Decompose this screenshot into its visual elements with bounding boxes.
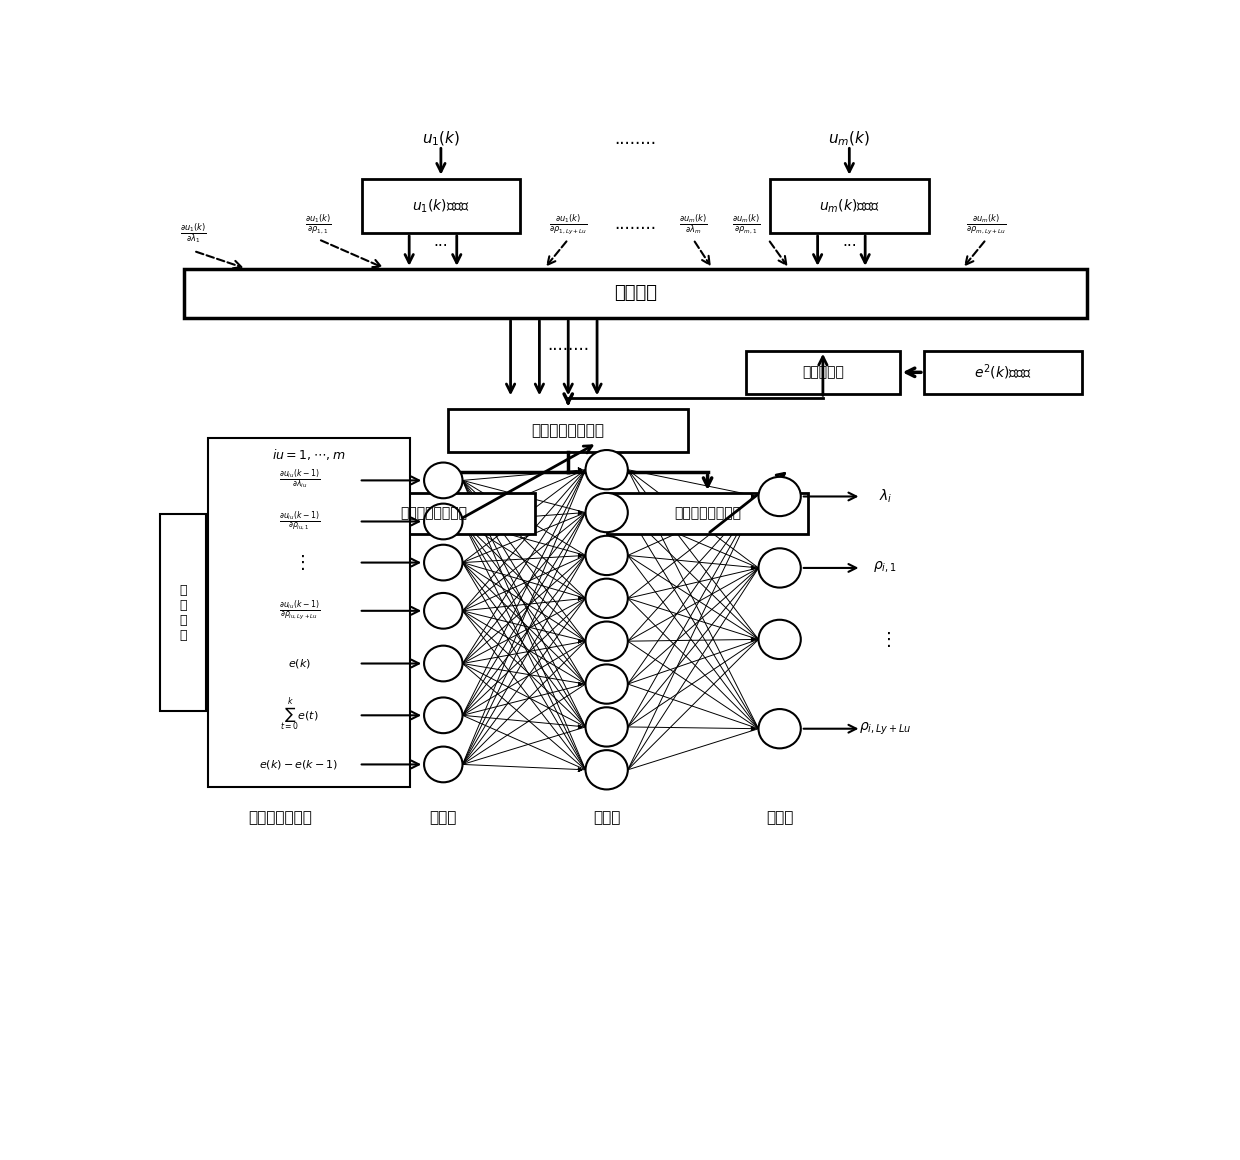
Text: $\vdots$: $\vdots$: [293, 553, 305, 572]
Text: $u_m(k)$的梯度: $u_m(k)$的梯度: [818, 197, 879, 215]
Text: 神经网络的输入: 神经网络的输入: [248, 811, 312, 826]
Bar: [770, 180, 929, 233]
Text: 梯度下降法: 梯度下降法: [802, 365, 844, 379]
Circle shape: [424, 463, 463, 499]
Circle shape: [424, 747, 463, 782]
Bar: [362, 180, 521, 233]
Text: $\frac{\partial u_m(k)}{\partial \rho_{m,Ly+Lu}}$: $\frac{\partial u_m(k)}{\partial \rho_{m…: [966, 212, 1007, 235]
Text: 更新隐含层权系数: 更新隐含层权系数: [401, 507, 467, 521]
Text: 输入层: 输入层: [429, 811, 458, 826]
Circle shape: [585, 493, 627, 532]
Circle shape: [424, 503, 463, 539]
Text: $\rho_{i,1}$: $\rho_{i,1}$: [873, 560, 898, 575]
Text: $\frac{\partial u_m(k)}{\partial \rho_{m,1}}$: $\frac{\partial u_m(k)}{\partial \rho_{m…: [732, 212, 760, 235]
Text: $e(k)-e(k-1)$: $e(k)-e(k-1)$: [259, 757, 339, 771]
Bar: [448, 409, 688, 452]
Text: $e^2(k)$最小化: $e^2(k)$最小化: [975, 363, 1032, 382]
Circle shape: [759, 709, 801, 748]
Circle shape: [585, 708, 627, 747]
Text: 更新输出层权系数: 更新输出层权系数: [675, 507, 742, 521]
Text: $\frac{\partial u_1(k)}{\partial \lambda_1}$: $\frac{\partial u_1(k)}{\partial \lambda…: [180, 222, 207, 245]
Circle shape: [585, 450, 627, 490]
Text: 系统误差反向传播: 系统误差反向传播: [532, 423, 605, 437]
Circle shape: [424, 697, 463, 733]
Bar: [332, 493, 534, 534]
Text: $\frac{\partial u_m(k)}{\partial \lambda_m}$: $\frac{\partial u_m(k)}{\partial \lambda…: [680, 212, 707, 235]
Circle shape: [585, 665, 627, 704]
Circle shape: [759, 619, 801, 659]
Text: 输出层: 输出层: [766, 811, 794, 826]
Text: $e(k)$: $e(k)$: [288, 657, 311, 670]
Text: $iu=1,\cdots,m$: $iu=1,\cdots,m$: [272, 447, 346, 462]
Text: $u_1(k)$: $u_1(k)$: [422, 130, 460, 148]
Circle shape: [424, 646, 463, 681]
Circle shape: [424, 545, 463, 580]
Text: $\frac{\partial u_{iu}(k-1)}{\partial \lambda_{iu}}$: $\frac{\partial u_{iu}(k-1)}{\partial \l…: [279, 469, 320, 493]
Text: 梯度集合: 梯度集合: [614, 284, 657, 303]
Bar: [208, 438, 409, 786]
Circle shape: [424, 593, 463, 629]
Text: $\rho_{i,Ly+Lu}$: $\rho_{i,Ly+Lu}$: [859, 720, 911, 737]
Text: $\frac{\partial u_1(k)}{\partial \rho_{1,1}}$: $\frac{\partial u_1(k)}{\partial \rho_{1…: [305, 212, 331, 235]
Text: $\lambda_i$: $\lambda_i$: [879, 487, 892, 506]
Text: $\sum_{t=0}^{k}e(t)$: $\sum_{t=0}^{k}e(t)$: [280, 697, 319, 734]
Bar: [160, 514, 206, 711]
Text: ........: ........: [615, 130, 656, 148]
Bar: [184, 269, 1087, 318]
Text: ...: ...: [434, 234, 448, 249]
Bar: [924, 350, 1083, 393]
Text: $\frac{\partial u_{iu}(k-1)}{\partial \rho_{iu,1}}$: $\frac{\partial u_{iu}(k-1)}{\partial \r…: [279, 509, 320, 534]
Text: ........: ........: [547, 335, 589, 354]
Text: 梯
度
集
合: 梯 度 集 合: [179, 583, 186, 641]
Bar: [746, 350, 900, 393]
Text: ...: ...: [842, 234, 857, 249]
Text: $u_1(k)$的梯度: $u_1(k)$的梯度: [412, 197, 470, 215]
Circle shape: [585, 622, 627, 661]
Text: 隐含层: 隐含层: [593, 811, 620, 826]
Circle shape: [759, 477, 801, 516]
Text: ........: ........: [615, 215, 656, 233]
Circle shape: [585, 751, 627, 790]
Bar: [606, 493, 808, 534]
Text: $u_m(k)$: $u_m(k)$: [828, 130, 870, 148]
Circle shape: [585, 536, 627, 575]
Text: $\frac{\partial u_{iu}(k-1)}{\partial \rho_{iu,Ly+Lu}}$: $\frac{\partial u_{iu}(k-1)}{\partial \r…: [279, 599, 320, 623]
Text: $\frac{\partial u_1(k)}{\partial \rho_{1,Ly+Lu}}$: $\frac{\partial u_1(k)}{\partial \rho_{1…: [549, 212, 588, 235]
Circle shape: [585, 579, 627, 618]
Circle shape: [759, 549, 801, 588]
Text: $\vdots$: $\vdots$: [879, 630, 892, 648]
